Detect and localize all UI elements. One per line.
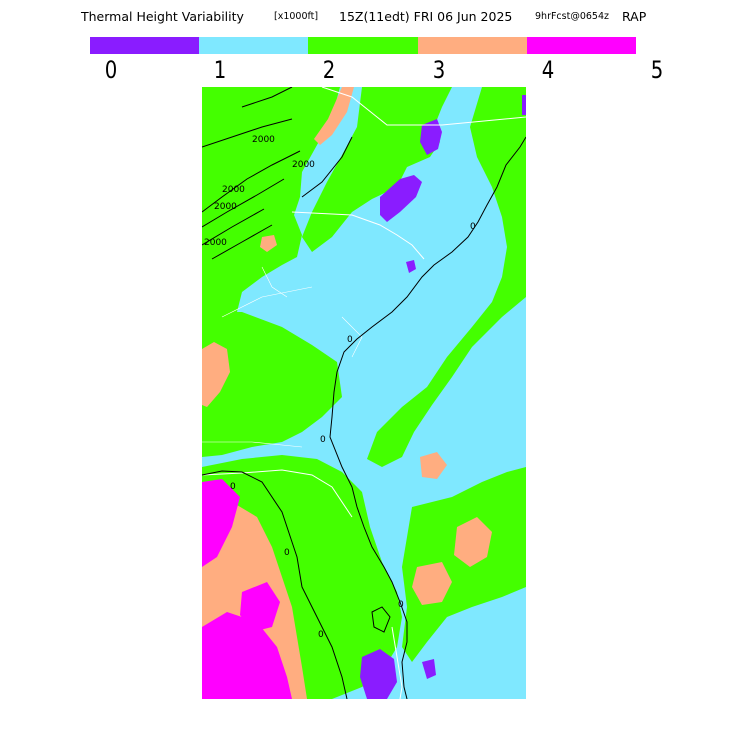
- contour-nw-2000-group: [202, 87, 353, 260]
- field-cat2-northeast: [367, 87, 526, 467]
- field-cat2-northwest: [202, 87, 340, 317]
- field-cat0-ne-edge: [522, 95, 526, 115]
- legend-swatch-2: [308, 37, 418, 54]
- field-cat4-south-blob: [240, 582, 280, 632]
- field-cat0-south-blob: [360, 649, 397, 699]
- title-forecast: 9hrFcst@0654z: [535, 11, 609, 22]
- state-boundary-north: [321, 87, 526, 126]
- coastline-contour: [329, 136, 526, 699]
- legend-tick-1: 1: [213, 56, 227, 84]
- county-lines-west: [202, 266, 363, 448]
- field-cat4-southwest-main: [202, 479, 240, 567]
- field-cat0-dot: [406, 260, 416, 273]
- contour-label: 0: [284, 548, 290, 558]
- field-cat0-south-small: [422, 659, 436, 679]
- legend-tick-3: 3: [432, 56, 446, 84]
- field-cat3-west-patch: [202, 342, 230, 407]
- title-valid-time: 15Z(11edt) FRI 06 Jun 2025: [339, 9, 513, 24]
- field-cat3-nw-small: [260, 235, 277, 252]
- field-cat3-se-2: [412, 562, 452, 605]
- legend-tick-4: 4: [541, 56, 555, 84]
- contour-label: 0: [347, 335, 353, 345]
- legend-swatch-1: [199, 37, 309, 54]
- title-main: Thermal Height Variability: [81, 9, 244, 24]
- thermal-variability-map: 2000 2000 2000 2000 2000 0 0 0 0 0 0 0: [202, 87, 526, 699]
- legend-swatch-4: [526, 37, 637, 54]
- legend-tick-0: 0: [104, 56, 118, 84]
- legend-swatch-0: [90, 37, 200, 54]
- field-cat2-southeast: [402, 467, 526, 662]
- field-cat4-south-lower: [202, 612, 292, 699]
- legend-tick-2: 2: [322, 56, 336, 84]
- field-cat2-west-band: [202, 312, 342, 457]
- legend-tick-5: 5: [650, 56, 664, 84]
- field-cat0-north-streak: [380, 175, 422, 222]
- title-model: RAP: [622, 9, 647, 24]
- contour-label: 0: [318, 630, 324, 640]
- contour-label: 0: [320, 435, 326, 445]
- state-boundary-south: [202, 469, 403, 699]
- contour-south-loop: [202, 470, 348, 699]
- contour-label: 2000: [252, 135, 275, 145]
- title-units: [x1000ft]: [274, 11, 319, 22]
- field-cat3-se-1: [454, 517, 492, 567]
- field-cat2-north-strip: [302, 87, 452, 252]
- field-cat3-e-small: [420, 452, 447, 479]
- field-cat3-northridge: [314, 87, 354, 145]
- legend-swatch-3: [417, 37, 527, 54]
- state-boundary-middle: [291, 211, 425, 260]
- contour-label: 0: [230, 482, 236, 492]
- contour-small-ring: [371, 606, 391, 633]
- field-cat0-north-blob: [420, 119, 442, 155]
- contour-label: 2000: [222, 185, 245, 195]
- contour-label: 2000: [292, 160, 315, 170]
- contour-label: 2000: [214, 202, 237, 212]
- contour-label: 0: [398, 600, 404, 610]
- contour-label: 0: [470, 222, 476, 232]
- color-legend: [90, 37, 637, 54]
- contour-label: 2000: [204, 238, 227, 248]
